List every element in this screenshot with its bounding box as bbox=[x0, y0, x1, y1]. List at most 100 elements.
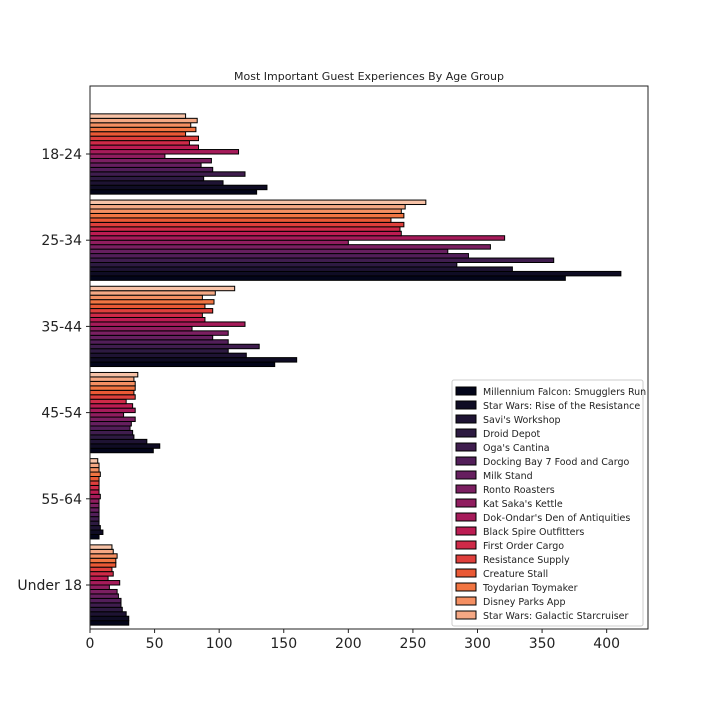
bar bbox=[89, 199, 427, 206]
legend-label: Star Wars: Galactic Starcruiser bbox=[483, 611, 629, 622]
bar bbox=[89, 480, 100, 486]
bar bbox=[89, 153, 166, 159]
legend-swatch bbox=[455, 428, 477, 438]
bar bbox=[89, 593, 119, 599]
bar bbox=[89, 299, 215, 305]
bar bbox=[89, 544, 113, 550]
bar bbox=[89, 493, 101, 500]
bar bbox=[89, 584, 110, 590]
x-tick-label: 300 bbox=[464, 636, 491, 652]
legend-label: Disney Parks App bbox=[483, 597, 565, 608]
bar bbox=[89, 303, 206, 310]
bar bbox=[89, 575, 109, 582]
bar bbox=[89, 484, 100, 491]
bar bbox=[89, 498, 100, 504]
bar bbox=[89, 257, 555, 264]
legend-label: Star Wars: Rise of the Resistance bbox=[483, 401, 640, 412]
bar bbox=[89, 189, 258, 195]
y-tick-label: 18-24 bbox=[41, 147, 82, 163]
bar bbox=[89, 343, 260, 350]
legend-label: Resistance Supply bbox=[483, 555, 570, 566]
bar bbox=[89, 611, 127, 617]
bar bbox=[89, 553, 118, 559]
bar bbox=[89, 316, 206, 323]
bar bbox=[89, 525, 101, 531]
legend-swatch bbox=[455, 554, 477, 564]
bar bbox=[89, 533, 100, 540]
bar bbox=[89, 602, 122, 608]
bar bbox=[89, 588, 118, 595]
legend-label: Creature Stall bbox=[483, 569, 548, 580]
bar bbox=[89, 144, 199, 151]
legend-swatch bbox=[455, 498, 477, 508]
bar bbox=[89, 339, 229, 345]
plot-frame bbox=[89, 85, 649, 630]
bar bbox=[89, 438, 148, 445]
legend: Millennium Falcon: Smugglers Run Star War… bbox=[451, 379, 646, 627]
bar bbox=[89, 434, 135, 440]
x-tick-label: 200 bbox=[335, 636, 362, 652]
bar bbox=[89, 208, 402, 214]
bar bbox=[89, 325, 193, 332]
bar bbox=[89, 230, 402, 237]
bar bbox=[89, 217, 392, 223]
legend-swatch bbox=[455, 568, 477, 578]
bar bbox=[89, 489, 100, 495]
bar bbox=[89, 253, 469, 259]
legend-swatch bbox=[455, 386, 477, 396]
bar bbox=[89, 244, 491, 250]
legend-swatch bbox=[455, 610, 477, 620]
bar bbox=[89, 620, 130, 626]
bar bbox=[89, 615, 130, 622]
legend-label: Black Spire Outfitters bbox=[483, 527, 584, 538]
bar bbox=[89, 429, 134, 436]
bar bbox=[89, 117, 198, 124]
legend-label: Savi's Workshop bbox=[483, 415, 561, 426]
bar bbox=[89, 171, 246, 177]
legend-label: Kat Saka's Kettle bbox=[483, 499, 563, 510]
bar bbox=[89, 312, 203, 318]
bar bbox=[89, 412, 125, 418]
bar bbox=[89, 407, 136, 414]
legend-label: Oga's Cantina bbox=[483, 443, 550, 454]
x-tick-label: 250 bbox=[400, 636, 427, 652]
bar bbox=[89, 275, 566, 281]
y-tick-label: 35-44 bbox=[41, 319, 82, 335]
x-tick-label: 350 bbox=[529, 636, 556, 652]
legend-label: Ronto Roasters bbox=[483, 485, 555, 496]
bar bbox=[89, 394, 136, 400]
bar bbox=[89, 511, 100, 518]
bar bbox=[89, 557, 117, 564]
bar bbox=[89, 606, 123, 613]
x-axis: 0 50 100 150 200 250 300 350 400 bbox=[86, 629, 620, 652]
bar bbox=[89, 149, 240, 155]
bar bbox=[89, 443, 161, 449]
bar bbox=[89, 376, 135, 382]
bar bbox=[89, 204, 406, 210]
bar bbox=[89, 226, 401, 232]
bar bbox=[89, 221, 405, 228]
bar bbox=[89, 416, 136, 423]
legend-label: First Order Cargo bbox=[483, 541, 564, 552]
bar bbox=[89, 131, 187, 137]
legend-swatch bbox=[455, 456, 477, 466]
bar bbox=[89, 352, 247, 359]
legend-label: Milk Stand bbox=[483, 471, 533, 482]
bar bbox=[89, 166, 214, 173]
bar bbox=[89, 334, 214, 341]
bar bbox=[89, 126, 197, 133]
y-axis: 18-24 25-34 35-44 45-54 55-64 Under 18 bbox=[17, 147, 90, 594]
legend-swatch bbox=[455, 400, 477, 410]
bar bbox=[89, 294, 203, 301]
bar bbox=[89, 285, 236, 292]
bars-layer bbox=[89, 113, 622, 626]
bar bbox=[89, 157, 212, 164]
bar bbox=[89, 458, 99, 464]
legend-swatch bbox=[455, 526, 477, 536]
y-tick-label: Under 18 bbox=[17, 578, 82, 594]
y-tick-label: 25-34 bbox=[41, 233, 82, 249]
legend-label: Toydarian Toymaker bbox=[482, 583, 578, 594]
legend-swatch bbox=[455, 596, 477, 606]
bar bbox=[89, 357, 298, 363]
bar bbox=[89, 502, 100, 509]
